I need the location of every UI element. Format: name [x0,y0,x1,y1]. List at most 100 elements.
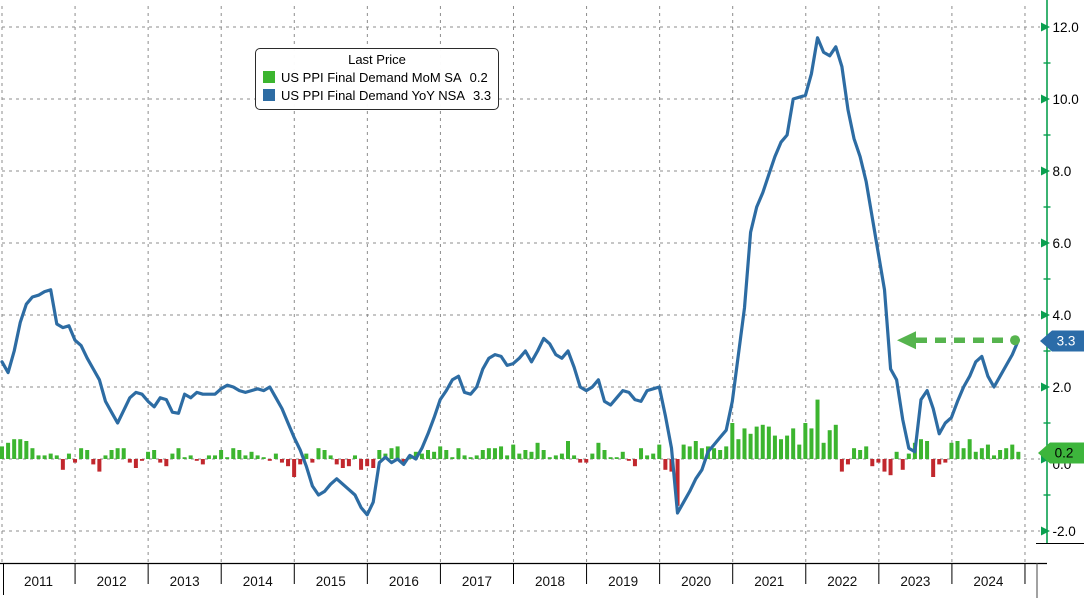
mom-bar [657,444,662,459]
mom-bar [632,459,637,467]
mom-bar [474,455,479,459]
mom-bar [669,459,674,472]
mom-bar [815,399,820,459]
y-tick-arrow-icon [1041,22,1050,32]
mom-bar [395,446,400,459]
mom-bar [949,442,954,459]
legend-title: Last Price [348,52,406,67]
mom-bar [389,448,394,459]
mom-bar [894,451,899,459]
mom-bar [566,441,570,459]
mom-bar [486,448,491,459]
year-label: 2016 [389,574,419,589]
y-axis: 12.010.08.06.04.02.00.0-2.0 [1036,0,1084,544]
mom-bar [602,450,607,459]
mom-bar [979,448,984,459]
year-label: 2019 [608,574,638,589]
mom-bar [955,441,960,459]
mom-bar [663,459,668,470]
y-tick-label: 4.0 [1053,308,1072,323]
mom-bar [882,459,887,472]
mom-bar [121,448,126,459]
mom-bar [1004,448,1009,459]
mom-bar [438,446,443,459]
mom-bar [852,448,857,459]
mom-bar [365,459,370,467]
mom-bar [462,455,467,459]
year-label: 2023 [900,574,930,589]
y-tick-arrow-icon [1041,166,1050,176]
mom-bar [468,457,473,459]
mom-bar [432,451,437,459]
mom-bar [614,457,619,459]
mom-bar [304,453,309,459]
mom-bar [918,439,923,459]
mom-bar [803,423,808,459]
mom-bar [973,451,978,459]
yoy-badge-value: 3.3 [1057,334,1076,349]
mom-bar [821,442,826,459]
mom-bar [718,450,723,459]
y-tick-arrow-icon [1041,94,1050,104]
mom-bar [724,446,729,459]
mom-bar [139,459,144,461]
mom-bar [833,424,838,459]
mom-bar [943,459,948,463]
mom-bar [858,450,863,459]
year-label: 2011 [24,574,53,589]
y-tick-label: 6.0 [1053,236,1072,251]
mom-bar [48,453,53,459]
mom-bar [961,448,966,459]
mom-bar [937,459,942,465]
year-label: 2018 [535,574,565,589]
mom-bar [24,441,29,459]
mom-bar [772,435,777,459]
mom-bar [322,450,327,459]
mom-bar [1016,451,1021,459]
mom-bar [687,446,692,459]
mom-bar [791,428,796,459]
year-label: 2014 [243,574,274,589]
mom-bar [109,450,114,459]
mom-bar [91,459,96,465]
mom-bar [712,448,717,459]
mom-bar [377,450,382,459]
mom-bar [279,459,284,463]
mom-bar [200,459,205,465]
mom-bar [505,455,510,459]
mom-bar [511,444,516,459]
mom-bar [103,455,108,459]
mom-bar [146,451,151,459]
mom-bar [870,459,875,467]
mom-bar [992,455,997,459]
mom-bar [213,455,218,459]
mom-bar [675,459,680,506]
year-label: 2013 [170,574,200,589]
mom-bar [876,459,881,463]
mom-bar [535,442,540,459]
mom-bar [779,439,784,459]
mom-badge-shape [1038,442,1084,464]
mom-bar [127,459,132,463]
mom-bar [517,453,522,459]
arrow-head-icon [897,331,916,350]
mom-bar [596,442,601,459]
mom-bar [231,448,236,459]
year-label: 2021 [754,574,784,589]
mom-bar [413,451,418,459]
mom-bar [158,459,163,463]
mom-bar [693,441,698,459]
mom-bars-series [0,399,1021,506]
mom-bar [925,441,930,459]
mom-bar [152,450,157,459]
mom-bar [73,459,78,463]
mom-bar [352,455,357,459]
mom-bar [608,457,613,459]
y-tick-label: 8.0 [1053,164,1072,179]
legend: Last Price US PPI Final Demand MoM SA 0.… [255,48,499,110]
mom-bar [645,455,650,459]
mom-bar [888,459,893,476]
mom-bar [547,457,552,459]
mom-bar [401,459,406,463]
